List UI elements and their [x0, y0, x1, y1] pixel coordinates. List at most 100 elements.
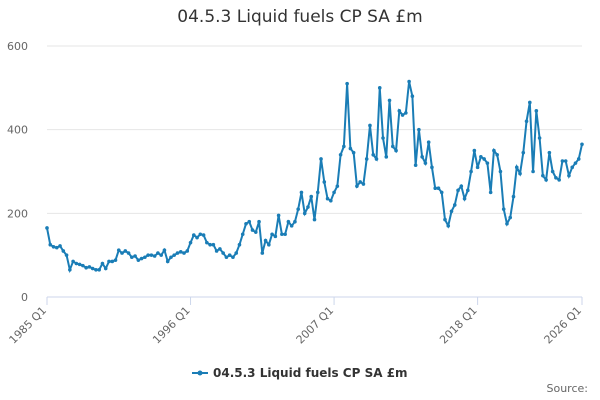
point [195, 235, 199, 240]
point [208, 242, 212, 247]
point [560, 159, 565, 163]
point [446, 224, 451, 228]
point [273, 234, 278, 239]
point [110, 259, 115, 264]
point [244, 221, 248, 226]
point [97, 268, 101, 272]
point [169, 255, 173, 260]
point [152, 254, 157, 258]
source: Source: [547, 382, 589, 395]
point [81, 263, 85, 268]
point [443, 217, 447, 222]
point [531, 169, 535, 174]
point [348, 146, 353, 151]
point [452, 203, 457, 207]
point [159, 253, 163, 257]
point [214, 249, 219, 253]
point [74, 261, 79, 266]
point [201, 233, 206, 237]
point [449, 209, 454, 214]
point [534, 109, 539, 113]
point [175, 251, 180, 255]
point [185, 249, 190, 253]
point [381, 136, 385, 140]
point [423, 161, 428, 165]
point [198, 232, 203, 237]
point [417, 127, 421, 132]
point [342, 144, 346, 149]
legend-label: 04.5.3 Liquid fuels CP SA £m [213, 366, 408, 380]
y-tick-label: 0 [21, 291, 28, 304]
point [45, 226, 49, 230]
point [335, 184, 340, 188]
point [283, 232, 287, 237]
point [580, 142, 584, 147]
point [77, 262, 82, 267]
point [570, 165, 575, 170]
point [413, 163, 418, 168]
point [371, 152, 376, 157]
point [188, 240, 193, 245]
point [420, 155, 424, 159]
point [64, 253, 69, 257]
x-tick-label: 2007 Q1 [294, 304, 337, 347]
point [143, 255, 147, 260]
point [475, 165, 480, 170]
point [263, 238, 268, 243]
point [234, 251, 239, 255]
point [247, 219, 252, 224]
point [550, 169, 555, 174]
point [377, 86, 382, 90]
point [172, 253, 177, 257]
point [430, 165, 434, 170]
point [368, 123, 372, 128]
point [322, 180, 327, 184]
point [410, 94, 415, 98]
point [270, 232, 274, 237]
point [257, 219, 261, 224]
point [182, 251, 186, 255]
point [146, 253, 150, 257]
point [133, 254, 137, 258]
point [573, 161, 578, 165]
point [394, 148, 398, 153]
point [280, 232, 284, 237]
point [227, 253, 232, 257]
point [178, 250, 183, 254]
point [211, 242, 216, 247]
point [426, 140, 431, 145]
point [54, 245, 59, 250]
x-tick-label: 2018 Q1 [437, 304, 480, 347]
point [498, 169, 503, 174]
point [404, 111, 408, 115]
point [332, 190, 336, 195]
point [407, 79, 411, 84]
point [563, 159, 568, 163]
point [537, 136, 542, 140]
point [547, 150, 552, 155]
point [495, 152, 499, 157]
x-tick-label: 2026 Q1 [542, 304, 585, 347]
point [87, 265, 92, 269]
point [205, 240, 209, 245]
point [299, 190, 304, 195]
point [250, 228, 255, 232]
point [469, 169, 473, 174]
point [51, 245, 56, 249]
point [289, 224, 294, 228]
point [315, 190, 320, 195]
point [90, 266, 95, 271]
point [521, 150, 526, 155]
point [325, 196, 330, 201]
point [358, 180, 362, 184]
point [505, 221, 509, 226]
chart-title: 04.5.3 Liquid fuels CP SA £m [177, 7, 422, 27]
point [221, 251, 225, 255]
point [253, 230, 258, 234]
point [390, 144, 395, 149]
point [126, 251, 131, 255]
point [364, 157, 369, 161]
point [165, 259, 170, 264]
point [224, 255, 229, 260]
